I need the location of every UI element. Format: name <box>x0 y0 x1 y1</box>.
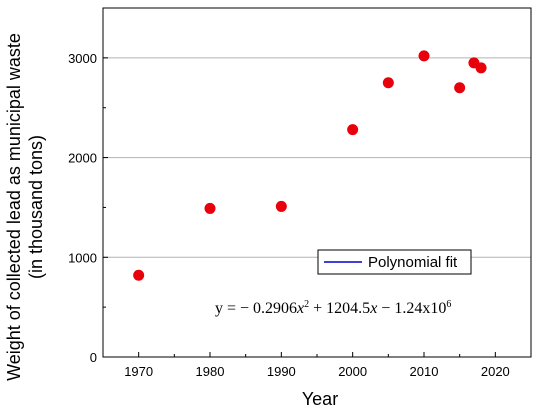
x-tick-label: 1970 <box>124 364 153 379</box>
y-axis-title: Weight of collected lead as municipal wa… <box>4 33 24 381</box>
data-point <box>382 77 394 89</box>
y-tick-label: 0 <box>90 350 97 365</box>
plot-frame <box>102 7 532 358</box>
y-tick-label: 2000 <box>68 151 97 166</box>
equation-prefix: y = − 0.2906 <box>215 300 297 317</box>
data-point <box>204 202 216 214</box>
equation-x-variable: x <box>369 300 377 317</box>
data-point <box>454 82 466 94</box>
equation-exponent: 2 <box>304 299 309 310</box>
legend: Polynomial fit <box>317 249 472 275</box>
data-point <box>418 50 430 62</box>
x-axis-title: Year <box>302 389 338 409</box>
points-layer <box>133 50 487 281</box>
equation-linear-term: + 1204.5 <box>309 300 370 317</box>
data-point <box>275 200 287 212</box>
fit-equation: y = − 0.2906x2 + 1204.5x − 1.24x106 <box>215 299 451 317</box>
x-tick-label: 2010 <box>410 364 439 379</box>
x-tick-label: 1980 <box>196 364 225 379</box>
equation-constant: − 1.24x10 <box>377 300 446 317</box>
data-point <box>133 269 145 281</box>
y-tick-label: 3000 <box>68 51 97 66</box>
data-point <box>475 62 487 74</box>
equation-constant-exponent: 6 <box>446 299 451 310</box>
y-axis-title-unit: (in thousand tons) <box>26 135 46 279</box>
y-tick-label: 1000 <box>68 250 97 265</box>
gridlines <box>103 57 531 258</box>
x-tick-label: 2020 <box>481 364 510 379</box>
legend-label: Polynomial fit <box>368 254 458 271</box>
x-tick-label: 1990 <box>267 364 296 379</box>
y-axis: 0 1000 2000 3000 <box>68 51 108 365</box>
data-point <box>347 124 359 136</box>
equation-x-variable: x <box>296 300 304 317</box>
x-axis: 1970 1980 1990 2000 2010 2020 <box>102 352 532 379</box>
x-tick-label: 2000 <box>338 364 367 379</box>
